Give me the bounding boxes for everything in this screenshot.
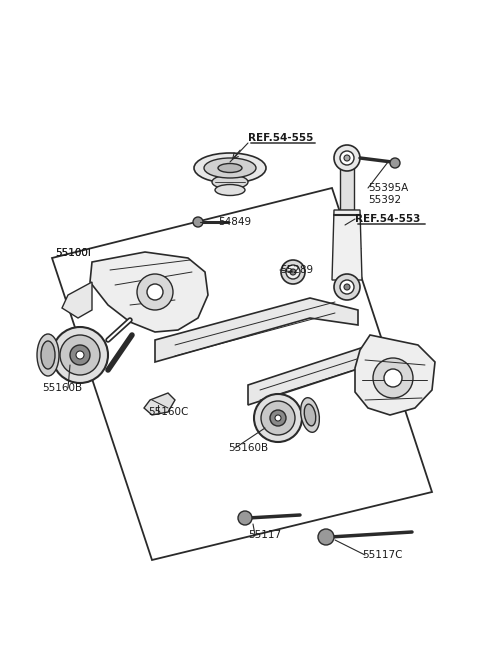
Text: 55100I: 55100I: [55, 248, 91, 258]
Circle shape: [254, 394, 302, 442]
Polygon shape: [355, 335, 435, 415]
Circle shape: [281, 260, 305, 284]
Circle shape: [137, 274, 173, 310]
Circle shape: [270, 410, 286, 426]
Ellipse shape: [37, 334, 59, 376]
Circle shape: [334, 145, 360, 171]
Text: 55117C: 55117C: [362, 550, 403, 560]
Ellipse shape: [300, 398, 319, 432]
Circle shape: [340, 280, 354, 294]
Polygon shape: [332, 210, 362, 280]
Text: 55160B: 55160B: [42, 383, 82, 393]
Text: 55117: 55117: [248, 530, 281, 540]
Ellipse shape: [41, 341, 55, 369]
Polygon shape: [155, 298, 358, 362]
Text: 54849: 54849: [218, 217, 251, 227]
Circle shape: [334, 274, 360, 300]
Circle shape: [290, 269, 296, 275]
Polygon shape: [144, 393, 175, 415]
Text: REF.54-553: REF.54-553: [355, 214, 420, 224]
Ellipse shape: [204, 158, 256, 178]
Text: 55395A: 55395A: [368, 183, 408, 193]
Circle shape: [384, 369, 402, 387]
Circle shape: [373, 358, 413, 398]
Circle shape: [76, 351, 84, 359]
Circle shape: [344, 284, 350, 290]
Text: 55392: 55392: [368, 195, 401, 205]
Circle shape: [60, 335, 100, 375]
Circle shape: [344, 155, 350, 161]
Polygon shape: [340, 168, 354, 210]
Circle shape: [52, 327, 108, 383]
Text: 55100I: 55100I: [55, 248, 91, 258]
Circle shape: [286, 265, 300, 279]
Text: REF.54-555: REF.54-555: [248, 133, 313, 143]
Polygon shape: [90, 252, 208, 332]
Polygon shape: [248, 345, 400, 405]
Ellipse shape: [212, 175, 248, 189]
Circle shape: [390, 158, 400, 168]
Text: 55160C: 55160C: [148, 407, 188, 417]
Circle shape: [193, 217, 203, 227]
Circle shape: [275, 415, 281, 421]
Circle shape: [238, 511, 252, 525]
Ellipse shape: [304, 404, 316, 426]
Polygon shape: [62, 282, 92, 318]
Circle shape: [261, 401, 295, 435]
Circle shape: [70, 345, 90, 365]
Text: 55160B: 55160B: [228, 443, 268, 453]
Ellipse shape: [218, 164, 242, 172]
Circle shape: [147, 284, 163, 300]
Circle shape: [340, 151, 354, 165]
Text: 55289: 55289: [280, 265, 313, 275]
Ellipse shape: [194, 153, 266, 183]
Circle shape: [318, 529, 334, 545]
Ellipse shape: [215, 185, 245, 195]
